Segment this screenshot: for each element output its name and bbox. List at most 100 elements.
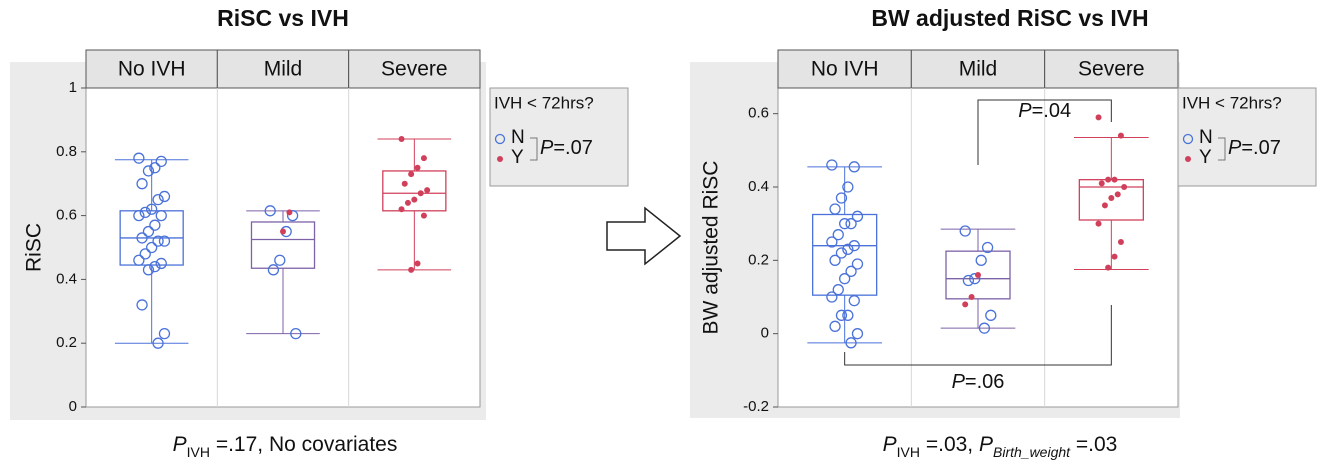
y-tick-label: 0 [761, 325, 769, 342]
data-point [985, 309, 997, 321]
legend-label: Y [1199, 147, 1212, 168]
data-point [152, 235, 164, 247]
footnote-part: P [173, 433, 187, 456]
data-point [969, 273, 981, 285]
data-point [408, 266, 415, 273]
data-point [1111, 253, 1118, 260]
y-axis-label: RiSC [23, 223, 46, 272]
annotation: P=.06 [952, 371, 1005, 393]
data-point [411, 196, 418, 203]
data-point [975, 254, 987, 266]
data-point [851, 258, 864, 270]
footnote-part: P [883, 433, 897, 456]
data-point [152, 337, 164, 349]
box [812, 213, 878, 296]
arrow [606, 206, 682, 266]
legend-title: IVH < 72hrs? [494, 93, 594, 112]
data-point [1101, 202, 1108, 209]
y-tick-label: 0.6 [748, 105, 769, 122]
data-point [832, 229, 844, 241]
y-tick-label: 0.6 [56, 207, 77, 224]
legend-bracket [530, 137, 538, 161]
data-point [146, 241, 158, 254]
data-point [842, 181, 854, 193]
data-point [851, 210, 864, 222]
category-label: No IVH [118, 58, 186, 81]
data-point [968, 294, 975, 300]
data-point [155, 257, 167, 270]
data-point [1117, 239, 1124, 245]
data-point [851, 328, 864, 340]
data-point [845, 337, 857, 349]
data-point [142, 225, 155, 238]
data-point [133, 209, 145, 222]
data-point [149, 162, 161, 174]
plot-area [85, 87, 481, 408]
data-point [264, 205, 276, 217]
data-point [1095, 220, 1102, 227]
data-point [414, 260, 421, 267]
data-point [398, 206, 405, 213]
data-point [842, 309, 854, 321]
p-value: =.04 [1032, 100, 1071, 122]
data-point [1095, 114, 1102, 121]
data-point [424, 187, 431, 194]
data-point [155, 155, 167, 168]
data-point [133, 152, 145, 164]
p-value: =.07 [553, 137, 592, 159]
data-point [962, 301, 969, 308]
y-tick-label: 0.2 [748, 251, 769, 268]
bracket [977, 99, 1112, 165]
category-header [910, 49, 1046, 89]
legend-note: P=.07 [1228, 137, 1281, 159]
data-point [962, 274, 975, 287]
data-point [149, 219, 161, 231]
data-point [826, 291, 838, 303]
box [382, 170, 447, 212]
data-point [398, 136, 405, 143]
data-point [826, 159, 838, 171]
p-symbol: P [1228, 137, 1242, 159]
data-point [829, 320, 841, 332]
category-header [777, 49, 912, 89]
footnote: PIVH =.03, PBirth_weight =.03 [883, 433, 1118, 460]
y-axis-label: BW adjusted RiSC [700, 161, 723, 335]
data-point [290, 327, 302, 340]
data-point [152, 193, 164, 206]
category-label: No IVH [811, 58, 879, 81]
y-tick-label: 0.8 [56, 143, 77, 160]
data-point [845, 218, 857, 230]
data-point [835, 192, 848, 204]
category-header [85, 49, 218, 89]
footnote: PIVH =.17, No covariates [173, 433, 398, 460]
legend-note: P=.07 [540, 137, 593, 159]
data-point [142, 264, 155, 276]
legend-label: Y [511, 147, 524, 168]
legend-label: N [511, 127, 525, 148]
data-point [835, 309, 848, 321]
legend-box [489, 87, 629, 187]
y-tick-label: 0.4 [56, 270, 77, 287]
data-point [842, 243, 854, 255]
data-point [1114, 191, 1121, 198]
y-tick-label: 0.2 [56, 334, 77, 351]
data-point [155, 209, 167, 222]
legend-marker [494, 133, 506, 145]
category-header [1044, 49, 1179, 89]
data-point [280, 228, 286, 235]
data-point [1105, 264, 1112, 271]
data-point [158, 327, 171, 340]
legend-bracket [1218, 137, 1226, 161]
data-point [848, 240, 860, 252]
data-point [267, 264, 280, 276]
data-point [136, 178, 148, 190]
data-point [408, 171, 415, 178]
y-tick-label: 1 [69, 79, 77, 96]
data-point [1111, 176, 1118, 183]
data-point [978, 322, 991, 334]
data-point [133, 254, 145, 266]
data-point [839, 218, 851, 230]
data-point [139, 206, 151, 219]
